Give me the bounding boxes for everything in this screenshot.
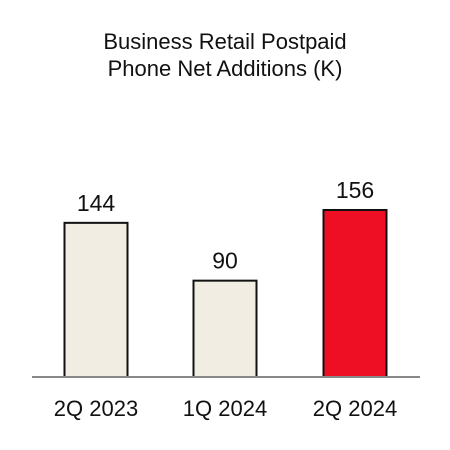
chart-title-line-1: Business Retail Postpaid	[103, 29, 347, 54]
data-label-2: 90	[212, 248, 238, 274]
bar-1	[63, 221, 129, 378]
x-tick-label-1: 2Q 2023	[54, 396, 138, 421]
x-tick-label-2: 1Q 2024	[183, 396, 267, 421]
chart-title-line-2: Phone Net Additions (K)	[107, 56, 343, 81]
chart-title: Business Retail Postpaid Phone Net Addit…	[0, 28, 450, 82]
x-tick-label-3: 2Q 2024	[313, 396, 397, 421]
bar-3	[322, 209, 388, 378]
bar-2	[192, 279, 258, 378]
data-label-3: 156	[336, 177, 374, 203]
data-label-1: 144	[77, 190, 116, 216]
